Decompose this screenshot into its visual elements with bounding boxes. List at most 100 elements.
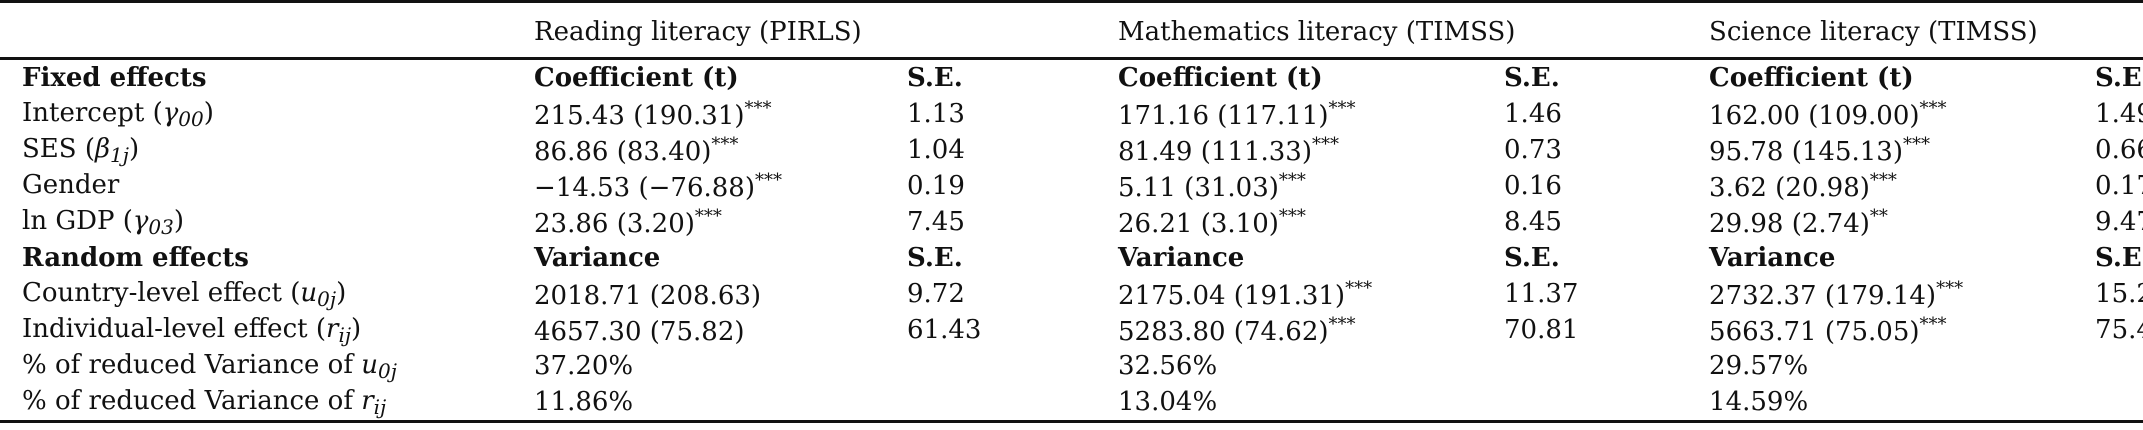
- row-label-text: % of reduced Variance of: [22, 349, 362, 380]
- row-label-symbol: r: [326, 313, 339, 344]
- fixed-effects-header-row: Fixed effects Coefficient (t) S.E. Coeff…: [0, 57, 2143, 96]
- reduced-variance-value: 14.59%: [1687, 384, 2074, 423]
- standard-error-cell: 70.81: [1504, 315, 1579, 345]
- estimate-cell: 5.11 (31.03)***: [1096, 168, 1482, 204]
- random-effects-label: Random effects: [22, 243, 249, 273]
- estimate-cell: 162.00 (109.00)***: [1687, 96, 2073, 132]
- estimate-value: 171.16 (117.11): [1118, 100, 1329, 131]
- estimate-cell: 86.86 (83.40)***: [512, 132, 885, 168]
- se-header-reading: S.E.: [907, 243, 963, 273]
- standard-error-cell: 75.46: [2095, 315, 2143, 345]
- estimate-value: −14.53 (−76.88): [534, 172, 755, 203]
- variance-header-reading: Variance: [534, 243, 661, 273]
- reduced-variance-value: 32.56%: [1118, 351, 1218, 381]
- standard-error-cell: 1.49: [2095, 99, 2143, 129]
- standard-error-cell: 1.46: [1504, 99, 1562, 129]
- estimate-cell: 2175.04 (191.31)***: [1096, 276, 1482, 312]
- estimate-cell: 26.21 (3.10)***: [1096, 204, 1482, 240]
- variance-header-science: Variance: [1709, 243, 1836, 273]
- row-label-symbol: r: [361, 385, 374, 416]
- se-header-science: S.E.: [2095, 243, 2143, 273]
- row-label: Intercept (γ00): [0, 96, 512, 132]
- se-header-reading: S.E.: [885, 57, 1097, 96]
- standard-error-cell: 9.47: [2095, 207, 2143, 237]
- standard-error-cell: 15.25: [2095, 279, 2143, 309]
- row-label-text: SES (: [22, 133, 96, 164]
- significance-stars: ***: [1311, 133, 1339, 155]
- row-label-symbol: γ: [162, 97, 179, 128]
- estimate-cell: 215.43 (190.31)***: [512, 96, 885, 132]
- significance-stars: ***: [1919, 97, 1947, 119]
- estimate-value: 29.98 (2.74): [1709, 208, 1870, 239]
- standard-error-cell: 1.04: [907, 135, 965, 165]
- significance-stars: ***: [744, 97, 772, 119]
- significance-stars: ***: [711, 133, 739, 155]
- reduced-variance-value: 29.57%: [1709, 351, 1809, 381]
- row-label-subscript: ij: [373, 394, 387, 419]
- standard-error-cell: 9.72: [907, 279, 965, 309]
- reduced-variance-value: 13.04%: [1096, 384, 1483, 423]
- row-label-symbol: β: [95, 133, 111, 164]
- significance-stars: ***: [694, 205, 722, 227]
- row-label-subscript: 0j: [317, 286, 337, 311]
- significance-stars: ***: [1278, 169, 1306, 191]
- se-header-mathematics: S.E.: [1482, 57, 1688, 96]
- row-label-text: Intercept (: [22, 97, 163, 128]
- estimate-value: 4657.30 (75.82): [534, 316, 745, 347]
- estimate-value: 2018.71 (208.63): [534, 280, 762, 311]
- reduced-variance-empty: [885, 384, 1097, 423]
- group-header-science: Science literacy (TIMSS): [1687, 0, 2143, 59]
- significance-stars: ***: [1936, 277, 1964, 299]
- coef-header-science: Coefficient (t): [1687, 57, 2074, 96]
- significance-stars: ***: [1919, 313, 1947, 335]
- reduced-variance-empty: [2073, 384, 2143, 423]
- estimate-value: 162.00 (109.00): [1709, 100, 1920, 131]
- row-label-symbol: u: [361, 349, 378, 380]
- random-effect-row: Individual-level effect (rij) 4657.30 (75…: [0, 312, 2143, 348]
- row-label-subscript: 1j: [110, 142, 129, 167]
- row-label-symbol: γ: [132, 205, 149, 236]
- row-label-close: ): [203, 97, 214, 128]
- estimate-cell: 3.62 (20.98)***: [1687, 168, 2073, 204]
- significance-stars: ***: [1903, 133, 1930, 155]
- estimate-value: 86.86 (83.40): [534, 136, 712, 167]
- random-effect-row: Country-level effect (u0j) 2018.71 (208.6…: [0, 276, 2143, 312]
- estimate-value: 215.43 (190.31): [534, 100, 745, 131]
- reduced-variance-value: 37.20%: [534, 351, 634, 381]
- row-label: Gender: [0, 168, 512, 204]
- se-header-mathematics: S.E.: [1504, 243, 1560, 273]
- group-header-row: Reading literacy (PIRLS) Mathematics lit…: [0, 0, 2143, 59]
- row-label-text: % of reduced Variance of: [22, 385, 362, 416]
- group-header-reading: Reading literacy (PIRLS): [512, 0, 1097, 59]
- significance-stars: ***: [1328, 97, 1356, 119]
- reduced-variance-empty: [885, 348, 1096, 384]
- estimate-cell: 4657.30 (75.82): [512, 312, 885, 348]
- random-effects-header-row: Random effects Variance S.E. Variance S.E. Va…: [0, 240, 2143, 276]
- row-label: Individual-level effect (rij): [0, 312, 512, 348]
- estimate-cell: 23.86 (3.20)***: [512, 204, 885, 240]
- row-label-symbol: u: [300, 277, 318, 308]
- estimate-cell: 29.98 (2.74)**: [1687, 204, 2073, 240]
- row-label-subscript: 00: [178, 106, 204, 131]
- group-header-mathematics: Mathematics literacy (TIMSS): [1096, 0, 1688, 59]
- standard-error-cell: 11.37: [1504, 279, 1579, 309]
- standard-error-cell: 0.16: [1504, 171, 1562, 201]
- standard-error-cell: 7.45: [907, 207, 965, 237]
- estimate-value: 2175.04 (191.31): [1118, 280, 1346, 311]
- row-label-text: Gender: [22, 169, 120, 200]
- reduced-variance-value: 11.86%: [512, 384, 885, 423]
- estimate-value: 81.49 (111.33): [1118, 136, 1312, 167]
- row-label-text: Country-level effect (: [22, 277, 301, 308]
- standard-error-cell: 8.45: [1504, 207, 1562, 237]
- row-label-close: ): [336, 277, 347, 308]
- significance-stars: **: [1869, 205, 1888, 227]
- fixed-effect-row: Intercept (γ00) 215.43 (190.31)*** 1.13 171…: [0, 96, 2143, 132]
- row-label: ln GDP (γ03): [0, 204, 512, 240]
- estimate-cell: 2732.37 (179.14)***: [1687, 276, 2073, 312]
- reduced-variance-row: % of reduced Variance of u0j 37.20% 32.56%…: [0, 348, 2143, 384]
- row-label-subscript: ij: [338, 322, 352, 347]
- standard-error-cell: 0.73: [1504, 135, 1562, 165]
- estimate-cell: 81.49 (111.33)***: [1096, 132, 1482, 168]
- significance-stars: ***: [1328, 313, 1356, 335]
